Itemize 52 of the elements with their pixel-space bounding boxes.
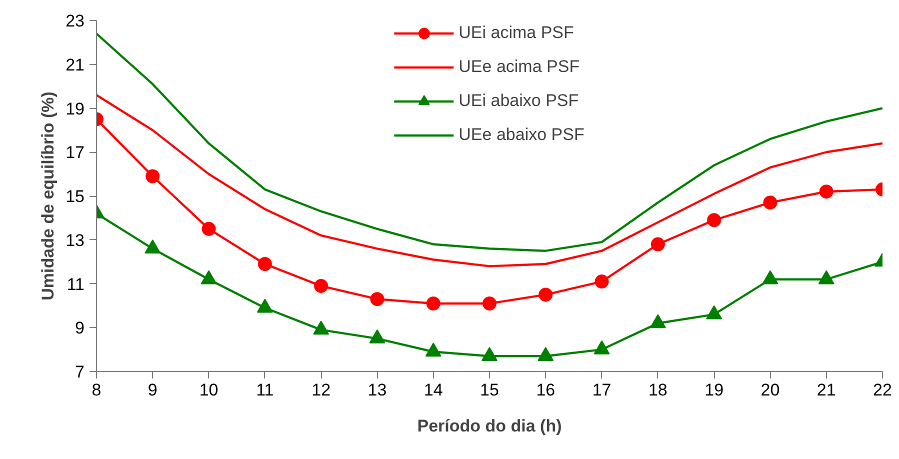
legend-label: UEe acima PSF xyxy=(458,56,580,78)
y-tick-label: 13 xyxy=(66,230,85,250)
x-tick-label: 11 xyxy=(256,380,274,400)
point xyxy=(313,320,330,335)
x-tick-label: 9 xyxy=(148,380,158,400)
y-axis-title: Umidade de equilíbrio (%) xyxy=(38,92,58,300)
x-tick-label: 14 xyxy=(424,380,443,400)
x-tick-label: 22 xyxy=(873,380,892,400)
y-tick-label: 15 xyxy=(66,187,85,206)
point xyxy=(482,346,498,361)
x-tick-label: 19 xyxy=(704,380,724,400)
y-tick-label: 19 xyxy=(66,99,85,118)
point xyxy=(200,270,217,284)
point xyxy=(369,329,386,344)
y-tick-label: 17 xyxy=(66,143,85,162)
point xyxy=(819,184,834,199)
x-tick-label: 16 xyxy=(536,380,556,400)
point xyxy=(818,270,834,284)
line-series xyxy=(96,94,882,268)
point xyxy=(146,169,160,184)
point xyxy=(144,239,161,254)
x-tick-label: 20 xyxy=(760,380,780,400)
y-tick-label: 21 xyxy=(66,55,85,74)
point xyxy=(314,278,328,293)
point xyxy=(706,305,722,320)
point xyxy=(202,222,216,236)
y-tick-label: 7 xyxy=(75,362,85,382)
x-tick-label: 15 xyxy=(480,380,499,400)
legend-label: UEi acima PSF xyxy=(458,22,574,44)
point xyxy=(763,196,778,210)
legend-label: UEi abaixo PSF xyxy=(458,90,579,112)
point xyxy=(762,270,778,284)
y-tick-label: 23 xyxy=(66,12,85,30)
x-tick-label: 8 xyxy=(92,380,102,400)
point xyxy=(594,340,610,354)
x-tick-label: 13 xyxy=(368,380,387,400)
x-tick-label: 10 xyxy=(199,380,218,400)
x-tick-label: 17 xyxy=(592,380,612,400)
x-axis-title: Período do dia (h) xyxy=(417,416,562,436)
point xyxy=(707,213,722,228)
point xyxy=(650,237,665,252)
x-tick-label: 18 xyxy=(648,380,668,400)
y-tick-label: 11 xyxy=(66,274,85,294)
legend-label: UEe abaixo PSF xyxy=(458,124,584,146)
point xyxy=(256,298,273,313)
x-tick-label: 12 xyxy=(312,380,331,400)
point xyxy=(650,314,666,328)
point xyxy=(425,342,442,357)
point xyxy=(538,346,554,361)
x-tick-label: 21 xyxy=(816,380,836,400)
point xyxy=(258,257,272,271)
y-tick-label: 9 xyxy=(75,318,85,338)
